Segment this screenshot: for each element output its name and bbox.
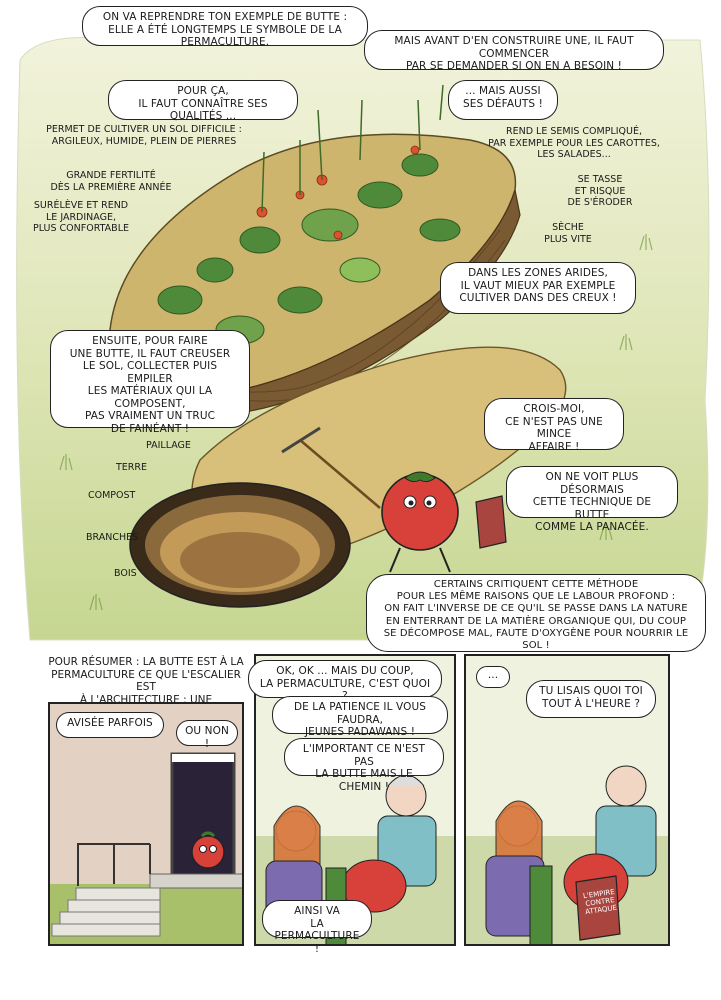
label-defect-sowing: REND LE SEMIS COMPLIQUÉ, PAR EXEMPLE POU… bbox=[488, 126, 660, 160]
speech-bubble-or-not: OU NON ! bbox=[176, 720, 238, 750]
speech-bubble-defects: ... MAIS AUSSI SES DÉFAUTS ! bbox=[448, 80, 558, 120]
panel-staircase bbox=[48, 702, 244, 946]
label-quality-difficult-soil: PERMET DE CULTIVER UN SOL DIFFICILE : AR… bbox=[46, 124, 242, 147]
label-layer-bois: BOIS bbox=[114, 568, 137, 579]
speech-bubble-believe-me: CROIS-MOI, CE N'EST PAS UNE MINCE AFFAIR… bbox=[484, 398, 624, 453]
label-layer-branches: BRANCHES bbox=[86, 532, 139, 543]
speech-bubble-the-path: L'IMPORTANT CE N'EST PAS LA BUTTE MAIS L… bbox=[284, 738, 444, 793]
speech-bubble-arid-zones: DANS LES ZONES ARIDES, IL VAUT MIEUX PAR… bbox=[440, 262, 636, 314]
staircase-artwork bbox=[50, 704, 242, 944]
label-quality-comfort: SURÉLÈVE ET REND LE JARDINAGE, PLUS CONF… bbox=[33, 200, 129, 234]
speech-bubble-critique: CERTAINS CRITIQUENT CETTE MÉTHODE POUR L… bbox=[366, 574, 706, 652]
speech-bubble-intro: ON VA REPRENDRE TON EXEMPLE DE BUTTE : E… bbox=[82, 6, 368, 48]
reading-artwork bbox=[466, 656, 668, 944]
label-layer-paillage: PAILLAGE bbox=[146, 440, 191, 451]
label-quality-fertility: GRANDE FERTILITÉ DÈS LA PREMIÈRE ANNÉE bbox=[50, 170, 172, 193]
speech-bubble-building-effort: ENSUITE, POUR FAIRE UNE BUTTE, IL FAUT C… bbox=[50, 330, 250, 435]
speech-bubble-wise-sometimes: AVISÉE PARFOIS bbox=[56, 712, 164, 738]
label-defect-dries: SÈCHE PLUS VITE bbox=[544, 222, 592, 245]
label-defect-erosion: SE TASSE ET RISQUE DE S'ÉRODER bbox=[567, 174, 633, 208]
speech-bubble-what-is-it: OK, OK ... MAIS DU COUP, LA PERMACULTURE… bbox=[248, 660, 442, 702]
speech-bubble-panacea: ON NE VOIT PLUS DÉSORMAIS CETTE TECHNIQU… bbox=[506, 466, 678, 533]
speech-bubble-ellipsis: ... bbox=[476, 666, 510, 688]
speech-bubble-qualities: POUR ÇA, IL FAUT CONNAÎTRE SES QUALITÉS … bbox=[108, 80, 298, 122]
speech-bubble-before-building: MAIS AVANT D'EN CONSTRUIRE UNE, IL FAUT … bbox=[364, 30, 664, 72]
speech-bubble-so-goes: AINSI VA LA PERMACULTURE ! bbox=[262, 900, 372, 955]
panel-reading bbox=[464, 654, 670, 946]
label-layer-compost: COMPOST bbox=[88, 490, 136, 501]
speech-bubble-what-reading: TU LISAIS QUOI TOI TOUT À L'HEURE ? bbox=[526, 680, 656, 718]
label-layer-terre: TERRE bbox=[116, 462, 148, 473]
speech-bubble-patience: DE LA PATIENCE IL VOUS FAUDRA, JEUNES PA… bbox=[272, 696, 448, 738]
